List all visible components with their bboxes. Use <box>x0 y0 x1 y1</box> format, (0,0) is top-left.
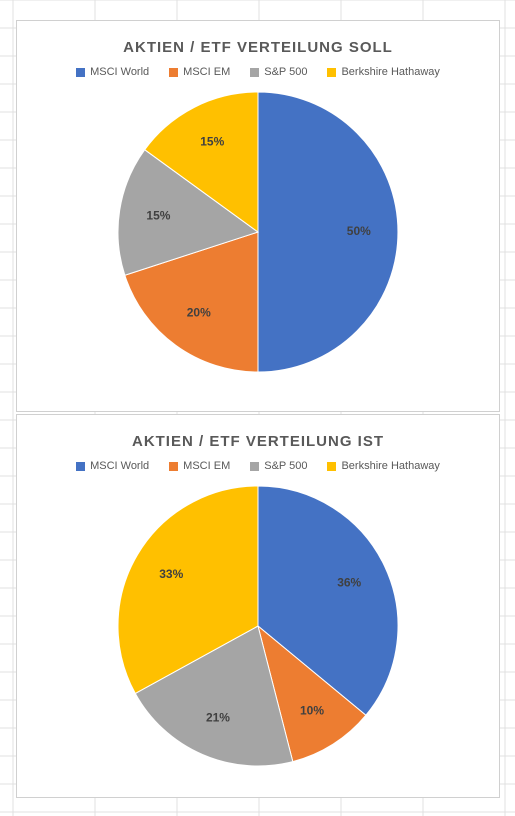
pie-slice-label: 36% <box>337 575 361 589</box>
legend-soll: MSCI World MSCI EM S&P 500 Berkshire Hathaw… <box>17 66 499 78</box>
legend-swatch-berkshire <box>327 68 336 77</box>
legend-swatch-sp500 <box>250 462 259 471</box>
chart-card-ist: AKTIEN / ETF VERTEILUNG IST MSCI WorldMS… <box>16 414 500 798</box>
legend-swatch-msci_world <box>76 462 85 471</box>
pie-chart-ist: 36% 10% 21% 33% <box>114 482 402 770</box>
legend-label-msci_em: MSCI EM <box>183 66 230 78</box>
legend-item-berkshire: Berkshire Hathaway <box>327 460 439 472</box>
chart-title-ist: AKTIEN / ETF VERTEILUNG IST <box>17 433 499 450</box>
legend-item-msci_world: MSCI World <box>76 66 149 78</box>
pie-slice-label: 20% <box>187 306 211 320</box>
legend-label-msci_em: MSCI EM <box>183 460 230 472</box>
pie-slice-label: 50% <box>347 224 371 238</box>
legend-swatch-sp500 <box>250 68 259 77</box>
legend-item-msci_em: MSCI EM <box>169 460 230 472</box>
legend-label-berkshire: Berkshire Hathaway <box>341 66 439 78</box>
legend-label-sp500: S&P 500 <box>264 460 307 472</box>
pie-chart-soll: 50% 20% 15% 15% <box>114 88 402 376</box>
legend-swatch-msci_em <box>169 68 178 77</box>
legend-item-sp500: S&P 500 <box>250 460 307 472</box>
legend-label-msci_world: MSCI World <box>90 460 149 472</box>
legend-swatch-berkshire <box>327 462 336 471</box>
legend-label-berkshire: Berkshire Hathaway <box>341 460 439 472</box>
pie-slice-label: 33% <box>159 567 183 581</box>
chart-card-soll: AKTIEN / ETF VERTEILUNG SOLL MSCI WorldM… <box>16 20 500 412</box>
legend-swatch-msci_em <box>169 462 178 471</box>
legend-label-msci_world: MSCI World <box>90 66 149 78</box>
legend-item-berkshire: Berkshire Hathaway <box>327 66 439 78</box>
pie-slice-label: 10% <box>300 703 324 717</box>
legend-swatch-msci_world <box>76 68 85 77</box>
pie-wrap-ist: 36% 10% 21% 33% <box>17 482 499 788</box>
legend-item-sp500: S&P 500 <box>250 66 307 78</box>
legend-item-msci_em: MSCI EM <box>169 66 230 78</box>
pie-slice <box>258 92 398 372</box>
pie-wrap-soll: 50% 20% 15% 15% <box>17 88 499 394</box>
chart-title-soll: AKTIEN / ETF VERTEILUNG SOLL <box>17 39 499 56</box>
legend-label-sp500: S&P 500 <box>264 66 307 78</box>
pie-slice-label: 15% <box>146 208 170 222</box>
pie-slice-label: 21% <box>206 711 230 725</box>
pie-slice-label: 15% <box>200 134 224 148</box>
legend-ist: MSCI World MSCI EM S&P 500 Berkshire Hathaw… <box>17 460 499 472</box>
legend-item-msci_world: MSCI World <box>76 460 149 472</box>
